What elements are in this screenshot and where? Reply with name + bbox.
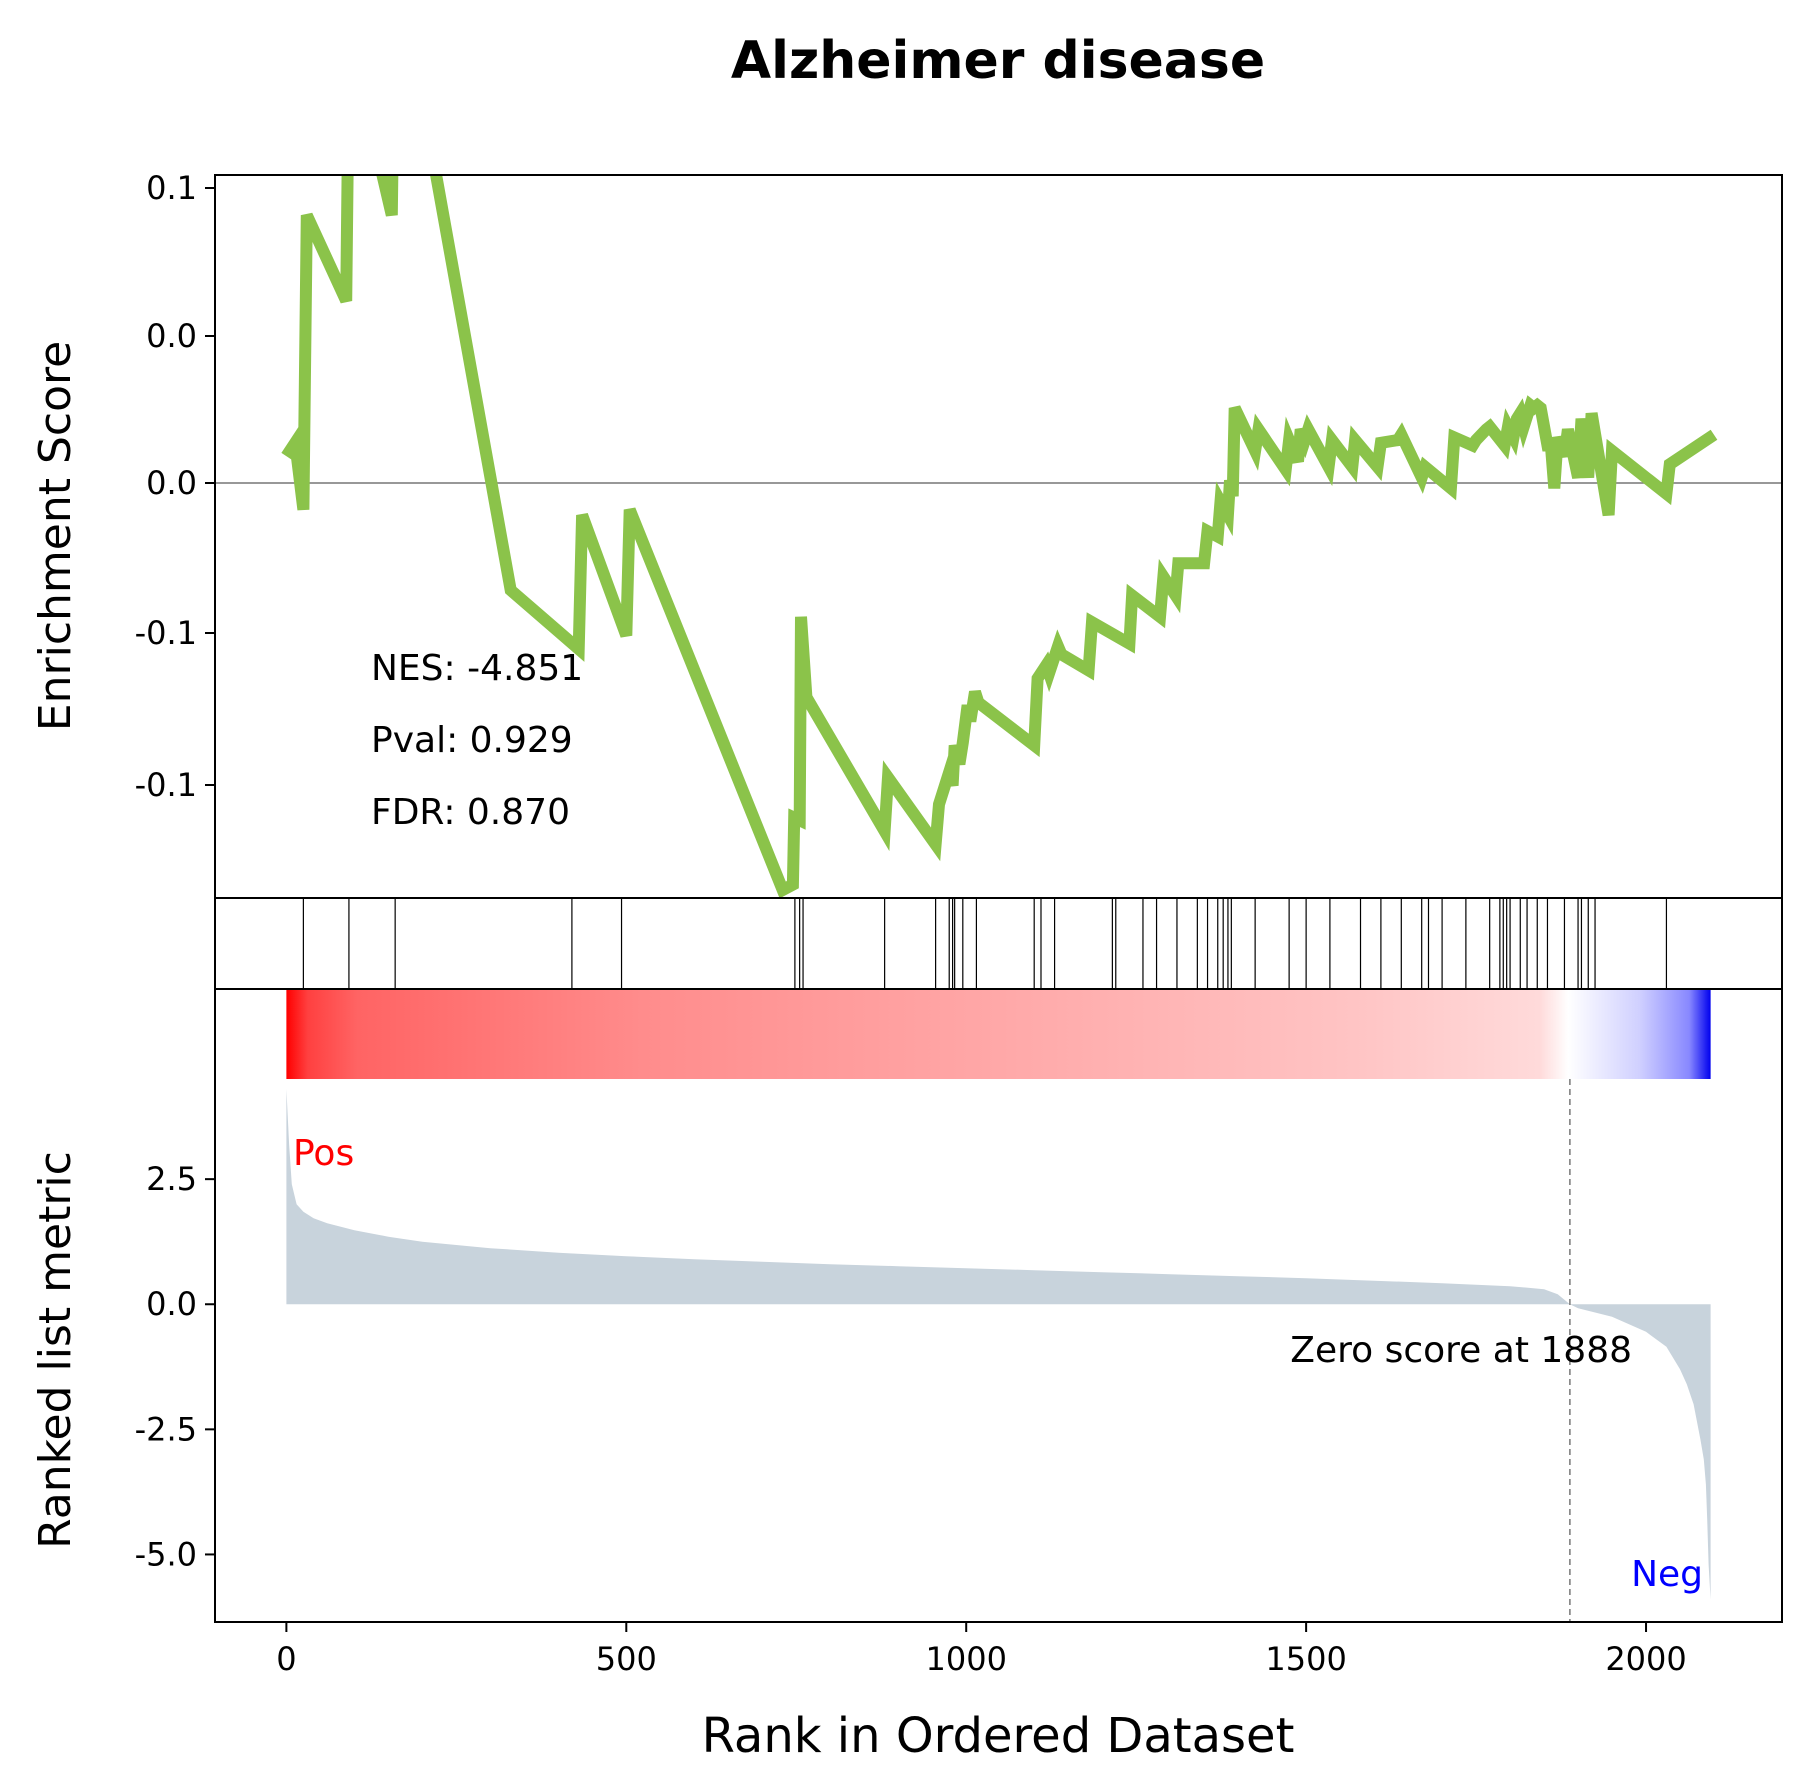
ranked-metric-axis-label: Ranked list metric (30, 1151, 81, 1549)
ranked-y-tick-label: 2.5 (146, 1160, 197, 1198)
ranked-y-tick-label: -5.0 (135, 1535, 197, 1573)
chart-title: Alzheimer disease (731, 31, 1265, 91)
ranked-y-tick-label: -2.5 (135, 1410, 197, 1448)
x-tick-label: 0 (276, 1640, 296, 1678)
fdr-stat: FDR: 0.870 (371, 792, 570, 833)
nes-stat: NES: -4.851 (371, 648, 583, 689)
enrichment-panel: 0.1 0.0 0.0 -0.1 -0.1 NES: -4.851 Pval: 0.92… (135, 169, 1783, 899)
ranked-y-tick-label: 0.0 (146, 1285, 197, 1323)
x-tick-label: 2000 (1605, 1640, 1686, 1678)
enrichment-score-line (281, 175, 1718, 898)
enrichment-y-tick-label: 0.0 (146, 317, 197, 355)
pval-stat: Pval: 0.929 (371, 720, 573, 761)
hit-lines (302, 898, 1668, 989)
x-axis-label: Rank in Ordered Dataset (702, 1708, 1295, 1764)
enrichment-y-tick-label: 0.1 (146, 169, 197, 207)
enrichment-y-tick-label: 0.0 (146, 464, 197, 502)
zero-score-label: Zero score at 1888 (1290, 1330, 1632, 1371)
hits-panel (214, 897, 1783, 990)
enrichment-y-tick-label: -0.1 (135, 766, 197, 804)
ranked-y-ticks: 2.5 0.0 -2.5 -5.0 (135, 1160, 215, 1573)
enrichment-y-tick-label: -0.1 (135, 614, 197, 652)
x-tick-label: 500 (596, 1640, 657, 1678)
x-ticks: 0 500 1000 1500 2000 (276, 1622, 1687, 1678)
x-tick-label: 1000 (925, 1640, 1006, 1678)
ranked-panel-frame (214, 988, 1783, 1623)
x-tick-label: 1500 (1265, 1640, 1346, 1678)
enrichment-y-ticks: 0.1 0.0 0.0 -0.1 -0.1 (135, 169, 215, 804)
pos-label: Pos (293, 1133, 354, 1174)
neg-label: Neg (1631, 1554, 1703, 1595)
ranked-list-panel: Zero score at 1888 Pos Neg 2.5 0.0 -2.5 -5.… (135, 988, 1783, 1623)
rank-colorbar (286, 990, 1711, 1079)
enrichment-score-axis-label: Enrichment Score (30, 341, 81, 731)
